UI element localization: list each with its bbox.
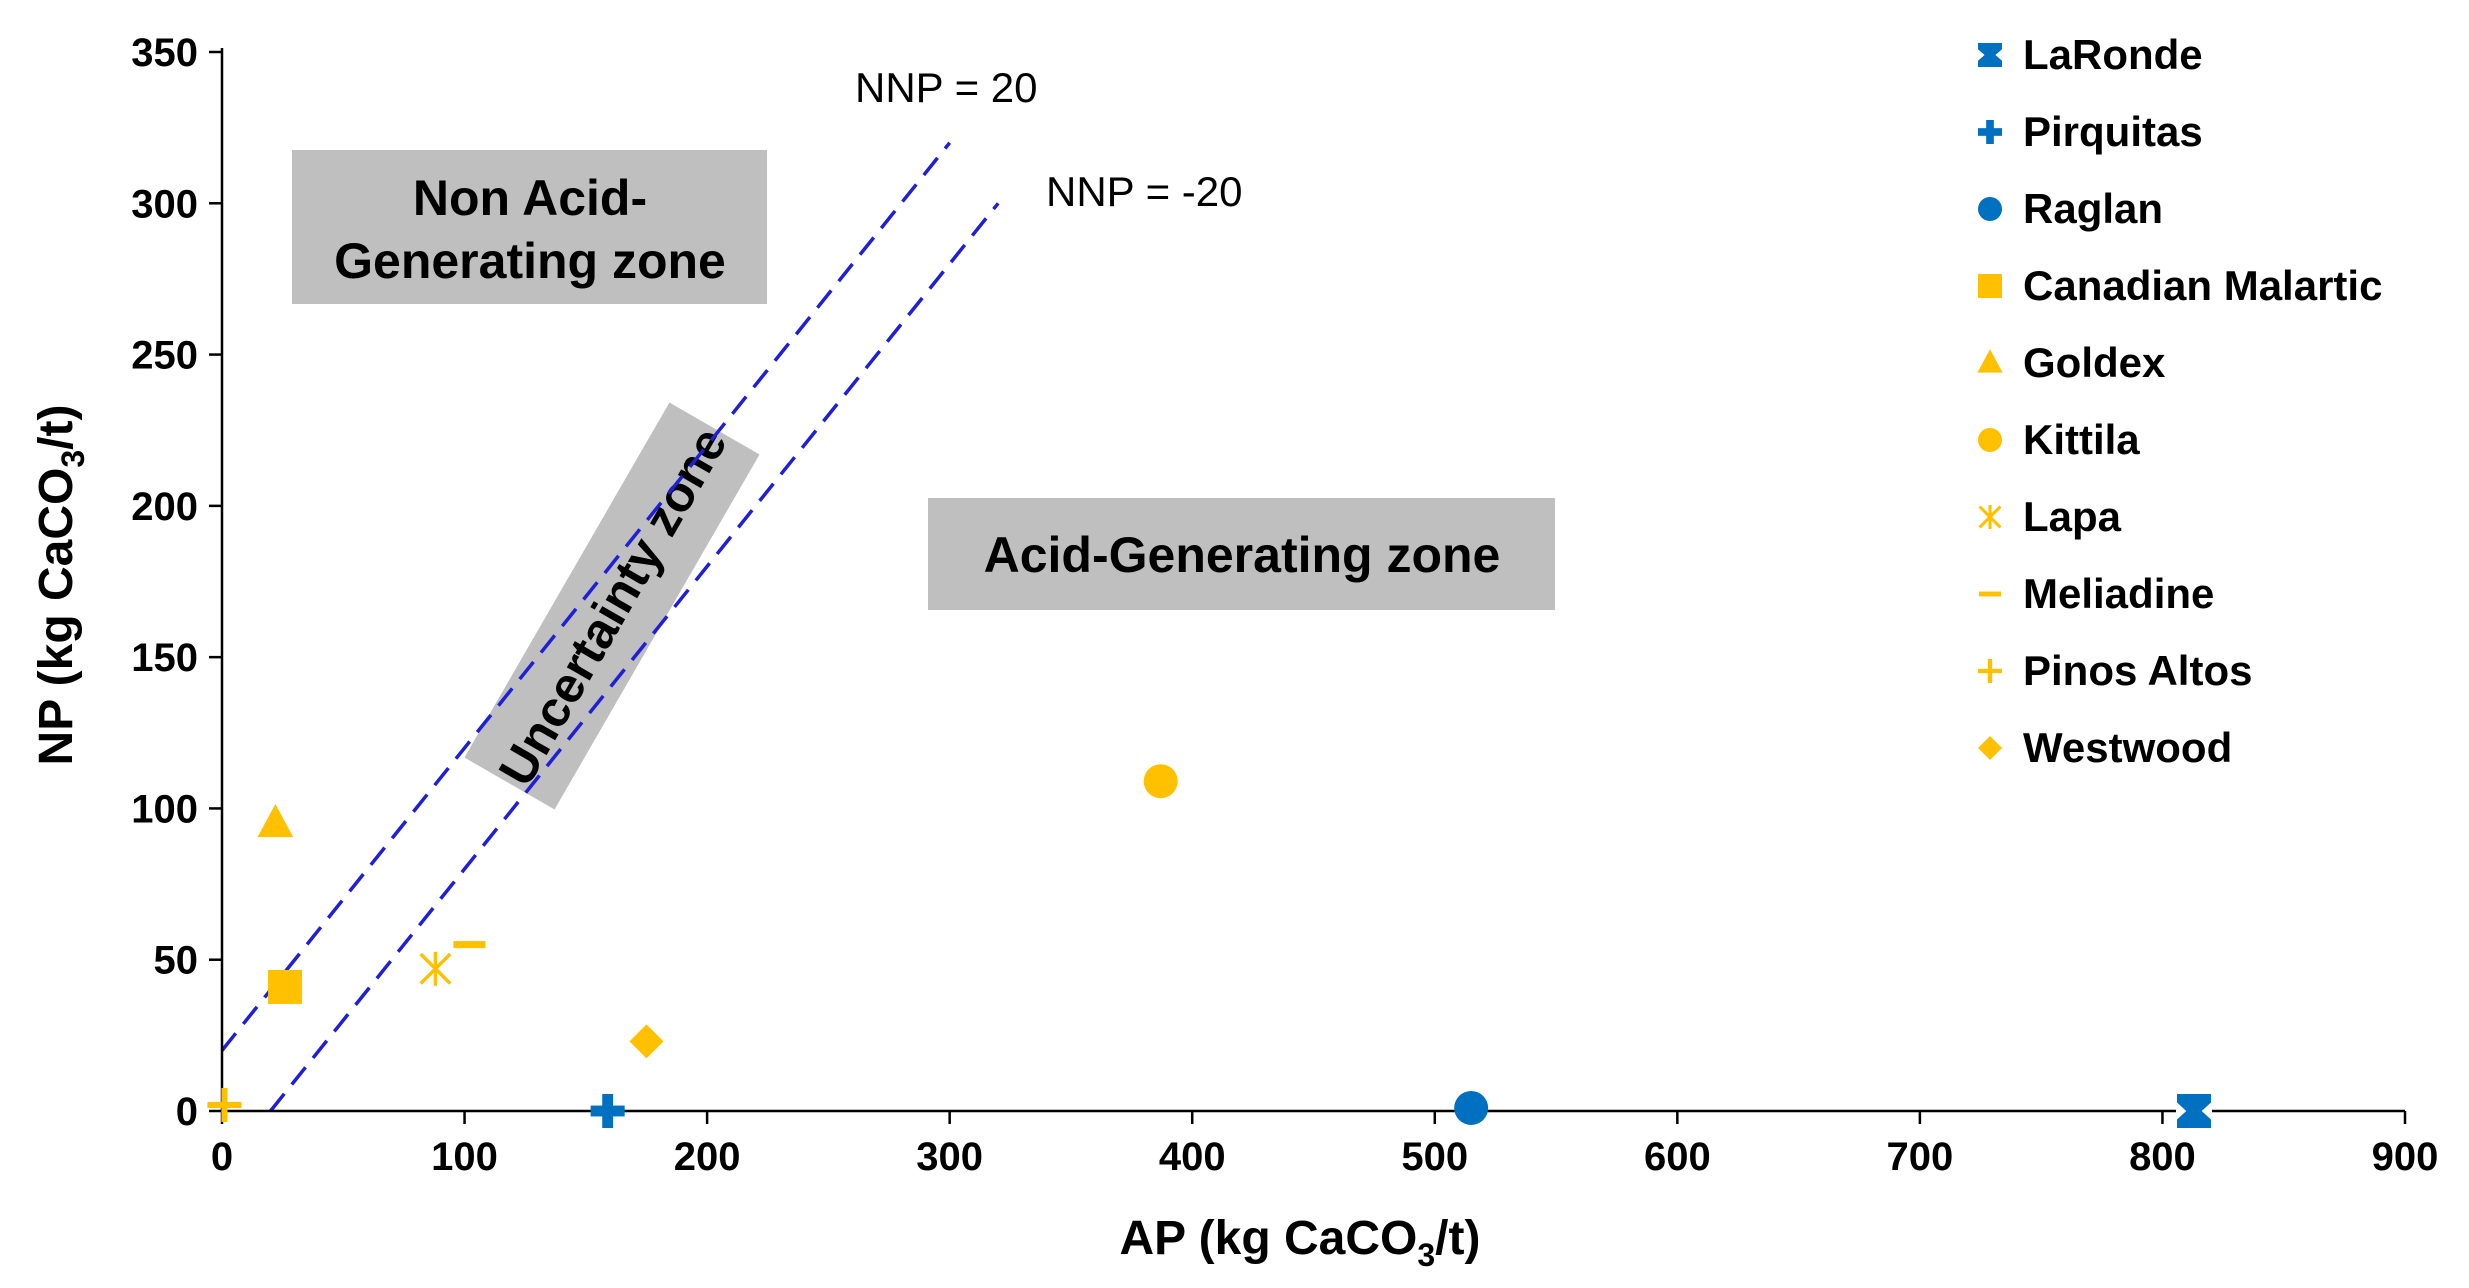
y-tick-label: 150 — [131, 636, 198, 680]
legend-label: Westwood — [2023, 724, 2232, 771]
x-tick-label: 0 — [211, 1135, 233, 1179]
data-points — [207, 764, 2212, 1128]
reference-line-label: NNP = -20 — [1046, 168, 1243, 215]
legend-label: Raglan — [2023, 185, 2163, 232]
x-tick-label: 800 — [2129, 1135, 2196, 1179]
x-axis-title: AP (kg CaCO3/t) — [1120, 1212, 1481, 1273]
zone-box — [292, 150, 767, 304]
legend-marker — [1977, 43, 2003, 67]
legend-item: Lapa — [1978, 493, 2122, 540]
point-raglan — [1454, 1090, 1489, 1125]
legend-item: Kittila — [1978, 416, 2140, 463]
x-tick-label: 500 — [1401, 1135, 1468, 1179]
zone-text: Generating zone — [334, 233, 726, 289]
y-tick-label: 350 — [131, 31, 198, 75]
legend-label: Goldex — [2023, 339, 2166, 386]
legend-marker — [1978, 505, 2002, 529]
zone-box — [928, 498, 1555, 610]
zone-label-non-acid: Non Acid- Generating zone — [292, 150, 767, 304]
legend-label: Canadian Malartic — [2023, 262, 2382, 309]
point-pirquitas — [590, 1094, 625, 1128]
zone-text: Acid-Generating zone — [984, 527, 1501, 583]
legend-marker — [1979, 591, 2001, 597]
legend-label: Pirquitas — [2023, 108, 2203, 155]
legend-marker — [1978, 120, 2002, 144]
y-tick-label: 250 — [131, 334, 198, 378]
x-tick-label: 700 — [1887, 1135, 1954, 1179]
x-tick-label: 300 — [916, 1135, 983, 1179]
legend-label: Meliadine — [2023, 570, 2214, 617]
legend-marker — [1978, 197, 2002, 221]
legend-label: Pinos Altos — [2023, 647, 2252, 694]
legend-item: Pirquitas — [1978, 108, 2203, 155]
reference-line-1 — [220, 141, 952, 1052]
y-tick-label: 100 — [131, 787, 198, 831]
zone-label-uncertainty: Uncertainty zone — [464, 402, 760, 810]
point-goldex — [257, 804, 294, 838]
zone-text: Uncertainty zone — [488, 418, 738, 795]
legend-item: Westwood — [1978, 724, 2232, 771]
legend-item: Goldex — [1977, 339, 2166, 386]
legend-marker — [1978, 659, 2002, 683]
legend-marker — [1978, 736, 2002, 760]
point-meliadine — [453, 941, 486, 949]
y-tick-label: 50 — [154, 939, 199, 983]
legend-marker — [1977, 349, 2003, 373]
y-tick-label: 300 — [131, 182, 198, 226]
reference-lines: NNP = 20 NNP = -20 — [220, 64, 1243, 1113]
legend-label: Kittila — [2023, 416, 2140, 463]
legend-label: Lapa — [2023, 493, 2122, 540]
legend-item: Raglan — [1978, 185, 2163, 232]
legend-item: Canadian Malartic — [1978, 262, 2382, 309]
axes: 0 100 200 300 400 500 600 700 800 900 0 50 100 150 200… — [30, 31, 2438, 1273]
x-tick-label: 100 — [431, 1135, 498, 1179]
zones-layer: Non Acid- Generating zone Uncertainty zone… — [292, 150, 1555, 810]
x-tick-label: 900 — [2372, 1135, 2439, 1179]
legend-item: Pinos Altos — [1978, 647, 2252, 694]
x-tick-label: 600 — [1644, 1135, 1711, 1179]
reference-line-2 — [269, 202, 1000, 1113]
zone-box — [464, 402, 760, 810]
legend-marker — [1978, 274, 2002, 298]
point-laronde — [2175, 1094, 2212, 1128]
legend-item: Meliadine — [1979, 570, 2214, 617]
point-kittila — [1143, 764, 1178, 799]
legend-item: LaRonde — [1977, 31, 2203, 78]
x-tick-label: 400 — [1159, 1135, 1226, 1179]
y-axis-title: NP (kg CaCO3/t) — [30, 405, 91, 766]
zone-label-acid: Acid-Generating zone — [928, 498, 1555, 610]
legend: LaRonde Pirquitas Raglan Canadian Malartic G… — [1977, 31, 2382, 771]
point-pinos-altos — [207, 1087, 242, 1122]
reference-line-label: NNP = 20 — [855, 64, 1038, 111]
legend-label: LaRonde — [2023, 31, 2203, 78]
point-westwood — [629, 1024, 664, 1059]
point-canadian-malartic — [268, 969, 303, 1004]
x-tick-label: 200 — [674, 1135, 741, 1179]
legend-marker — [1978, 428, 2002, 452]
y-tick-label: 200 — [131, 485, 198, 529]
y-tick-label: 0 — [176, 1090, 198, 1134]
zone-text: Non Acid- — [413, 170, 647, 226]
point-lapa — [419, 951, 452, 986]
